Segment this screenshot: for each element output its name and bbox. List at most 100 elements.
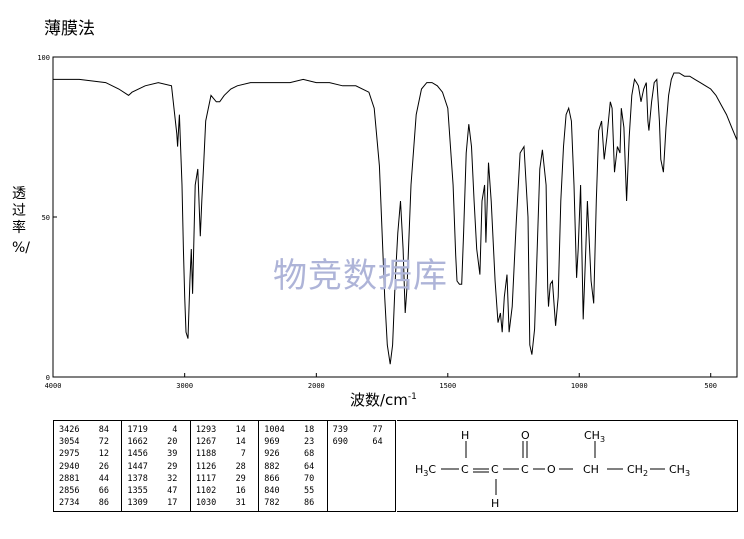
ir-spectrum-chart: 0 50 100 4000 3000 2000 1500 1000 500 透 过 率 %/ <box>12 54 738 390</box>
x-tick-label: 2000 <box>308 382 325 390</box>
peak-row: 3426 84 <box>59 424 121 436</box>
peak-transmittance: 66 <box>98 486 109 497</box>
methyl-top-sub: 3 <box>600 435 605 444</box>
peak-row: 2940 26 <box>59 461 121 473</box>
x-tick-label: 1000 <box>571 382 588 390</box>
peak-wavenumber: 3426 <box>59 425 80 435</box>
peak-wavenumber: 690 <box>332 437 348 448</box>
peak-transmittance: 31 <box>235 498 246 509</box>
peak-wavenumber: 1188 <box>195 449 217 460</box>
structure-panel: H O CH3 H3C C C C O CH CH2 CH3 H <box>397 420 738 512</box>
peak-row: 690 64 <box>333 436 395 448</box>
peak-wavenumber: 2856 <box>59 486 80 497</box>
peak-wavenumber: 926 <box>264 449 280 460</box>
peak-wavenumber: 1293 <box>195 425 217 435</box>
methyl-end-sub: 3 <box>685 469 690 478</box>
peak-row: 1117 29 <box>196 473 258 485</box>
peak-row: 1102 16 <box>196 485 258 497</box>
peak-transmittance: 84 <box>98 425 109 435</box>
atom-o-chain: O <box>547 463 556 476</box>
y-axis-ticks: 0 50 100 <box>37 54 57 382</box>
methine: CH <box>583 463 599 476</box>
peak-wavenumber: 739 <box>332 425 348 435</box>
methyl-end-text: CH <box>669 463 685 476</box>
peak-transmittance: 17 <box>167 498 178 509</box>
peak-row: 2856 66 <box>59 485 121 497</box>
peak-transmittance: 39 <box>167 449 178 460</box>
peak-transmittance: 47 <box>167 486 178 497</box>
peak-transmittance: 7 <box>240 449 246 460</box>
peak-transmittance: 14 <box>235 437 246 448</box>
peak-transmittance: 32 <box>167 473 178 484</box>
atom-c1: C <box>461 463 469 476</box>
peak-row: 1378 32 <box>127 473 189 485</box>
peak-wavenumber: 2940 <box>59 461 80 472</box>
x-axis-ticks: 4000 3000 2000 1500 1000 500 <box>45 373 717 390</box>
methyl-left-c: C <box>428 463 436 476</box>
methyl-left-h: H <box>415 463 423 476</box>
methylene-text: CH <box>627 463 643 476</box>
atom-c2: C <box>491 463 499 476</box>
peak-table: 3426 84 3054 72 2975 12 2940 26 2881 44 2856 66 2734… <box>53 420 396 512</box>
peak-row: 1662 20 <box>127 436 189 448</box>
peak-transmittance: 72 <box>98 437 109 448</box>
peak-column: 1004 18 969 23 926 68 882 64 866 70 840 55 782 86 <box>259 421 328 511</box>
x-tick-label: 500 <box>704 382 717 390</box>
plot-frame <box>52 56 738 378</box>
peak-transmittance: 77 <box>372 425 383 435</box>
peak-transmittance: 29 <box>235 473 246 484</box>
y-label-char: %/ <box>12 240 30 256</box>
spectrum-line <box>53 72 738 365</box>
peak-row: 1719 4 <box>127 424 189 436</box>
peak-row: 1267 14 <box>196 436 258 448</box>
x-label-main: 波数/cm <box>350 391 408 409</box>
peak-row: 1309 17 <box>127 497 189 509</box>
y-tick-label: 0 <box>46 374 50 382</box>
peak-wavenumber: 2881 <box>59 473 80 484</box>
peak-wavenumber: 1004 <box>264 425 285 435</box>
peak-column: 739 77 690 64 <box>328 421 395 511</box>
peak-transmittance: 28 <box>235 461 246 472</box>
peak-transmittance: 12 <box>98 449 109 460</box>
methyl-end: CH3 <box>669 463 690 478</box>
atom-o-top: O <box>521 429 530 442</box>
peak-column: 1719 4 1662 20 1456 39 1447 29 1378 32 1355 47 1309 1… <box>122 421 191 511</box>
methyl-top: CH3 <box>584 429 605 444</box>
peak-wavenumber: 1456 <box>127 449 148 460</box>
peak-row: 969 23 <box>264 436 326 448</box>
peak-row: 1355 47 <box>127 485 189 497</box>
peak-row: 882 64 <box>264 461 326 473</box>
peak-wavenumber: 1267 <box>195 437 217 448</box>
peak-transmittance: 14 <box>235 425 246 435</box>
atom-h-bottom: H <box>491 497 499 510</box>
y-label-char: 率 <box>12 219 26 236</box>
structure-formula: H O CH3 H3C C C C O CH CH2 CH3 H <box>415 429 690 510</box>
peak-row: 866 70 <box>264 473 326 485</box>
peak-transmittance: 23 <box>303 437 315 448</box>
peak-row: 926 68 <box>264 448 326 460</box>
chart-title: 薄膜法 <box>44 19 95 39</box>
watermark: 物竞数据库 <box>273 256 448 296</box>
peak-row: 2734 86 <box>59 497 121 509</box>
peak-transmittance: 70 <box>303 473 315 484</box>
x-label-sup: -1 <box>407 392 417 402</box>
peak-transmittance: 26 <box>98 461 109 472</box>
peak-row: 1030 31 <box>196 497 258 509</box>
peak-row: 2975 12 <box>59 448 121 460</box>
peak-wavenumber: 1117 <box>195 473 217 484</box>
y-tick-label: 50 <box>42 214 50 222</box>
y-axis-label: 透 过 率 %/ <box>12 186 30 256</box>
x-tick-label: 1500 <box>439 382 456 390</box>
peak-wavenumber: 1030 <box>195 498 217 509</box>
peak-row: 1188 7 <box>196 448 258 460</box>
y-tick-label: 100 <box>37 54 50 62</box>
atom-h-top: H <box>461 429 469 442</box>
peak-transmittance: 64 <box>372 437 383 448</box>
peak-row: 1126 28 <box>196 461 258 473</box>
x-axis-label: 波数/cm-1 <box>350 389 417 410</box>
peak-wavenumber: 1662 <box>127 437 148 448</box>
peak-row: 1447 29 <box>127 461 189 473</box>
peak-transmittance: 44 <box>98 473 109 484</box>
peak-transmittance: 18 <box>303 425 315 435</box>
peak-wavenumber: 969 <box>264 437 280 448</box>
